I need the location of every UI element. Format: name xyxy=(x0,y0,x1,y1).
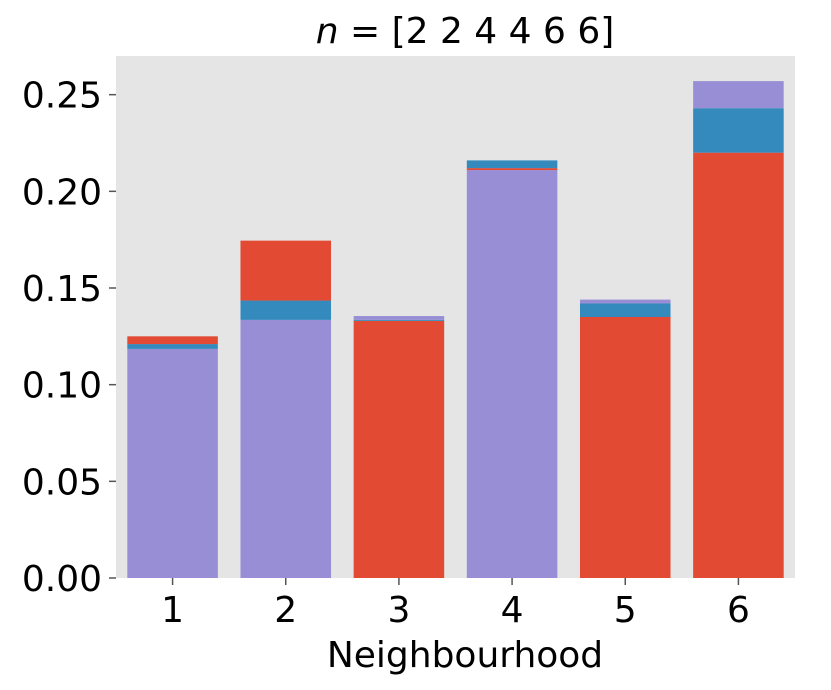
x-axis: 1 2 3 4 5 6 xyxy=(161,578,750,631)
y-axis: 0.00 0.05 0.10 0.15 0.20 0.25 xyxy=(22,76,116,600)
y-tick-label: 0.20 xyxy=(22,172,102,213)
bar-3-segment-1 xyxy=(353,320,445,578)
bar-3-segment-3 xyxy=(353,316,445,320)
y-tick-label: 0.15 xyxy=(22,269,102,310)
bar-4-segment-2 xyxy=(466,168,558,171)
bar-4-segment-1 xyxy=(466,170,558,579)
chart-title-values: = [2 2 4 4 6 6] xyxy=(339,11,615,52)
bars-group xyxy=(127,81,784,579)
x-tick-label: 2 xyxy=(274,590,297,631)
bar-2-segment-2 xyxy=(240,300,332,320)
plot-area xyxy=(116,56,795,578)
bar-4-segment-3 xyxy=(466,160,558,169)
bar-1-segment-3 xyxy=(127,336,218,345)
x-tick-label: 5 xyxy=(614,590,637,631)
bar-6-segment-1 xyxy=(693,152,784,578)
x-tick-label: 1 xyxy=(161,590,184,631)
bar-5-segment-2 xyxy=(579,303,671,317)
y-tick-label: 0.00 xyxy=(22,559,102,600)
bar-1-segment-2 xyxy=(127,344,218,349)
bar-3-segment-2 xyxy=(353,319,445,321)
y-tick-label: 0.25 xyxy=(22,76,102,117)
chart-title: n = [2 2 4 4 6 6] xyxy=(316,11,615,52)
bar-5-segment-3 xyxy=(579,299,671,304)
x-tick-label: 6 xyxy=(727,590,750,631)
y-tick-label: 0.10 xyxy=(22,366,102,407)
bar-1-segment-1 xyxy=(127,348,218,578)
x-tick-label: 3 xyxy=(387,590,410,631)
bar-6-segment-3 xyxy=(693,81,784,109)
x-tick-label: 4 xyxy=(501,590,524,631)
bar-2-segment-1 xyxy=(240,319,332,578)
x-axis-label: Neighbourhood xyxy=(327,635,603,676)
chart-title-variable: n xyxy=(316,11,339,52)
y-tick-label: 0.05 xyxy=(22,462,102,503)
bar-5-segment-1 xyxy=(579,317,671,578)
bar-2-segment-3 xyxy=(240,240,332,301)
bar-6-segment-2 xyxy=(693,108,784,153)
